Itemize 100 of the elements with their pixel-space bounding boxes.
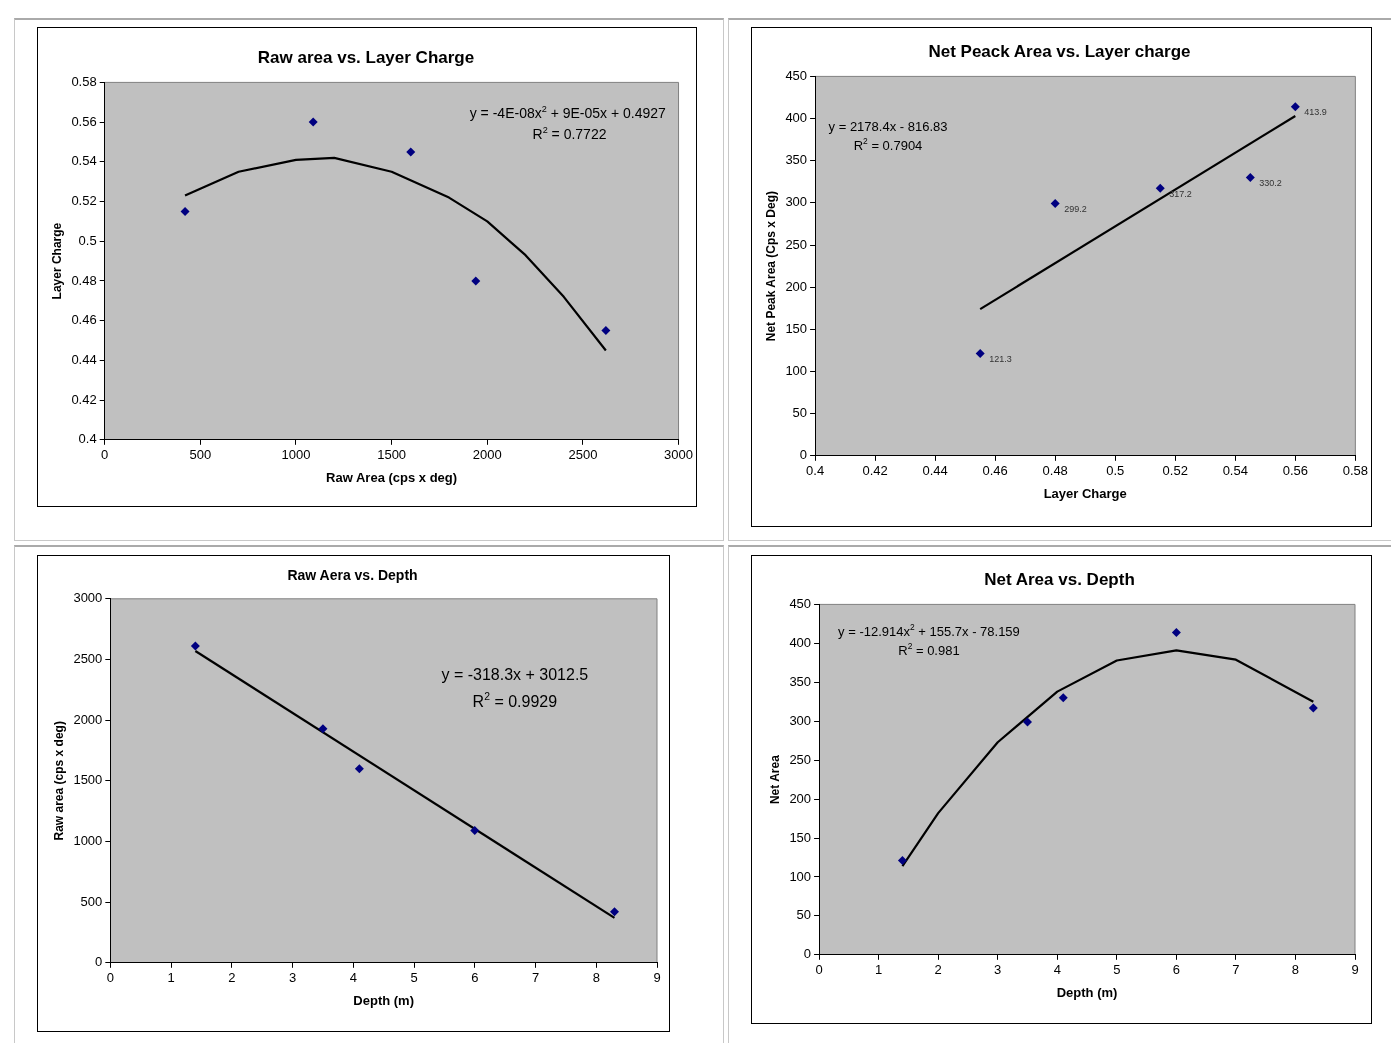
y-tick-label: 3000 — [73, 590, 103, 606]
x-tick-label: 0.42 — [862, 463, 888, 479]
y-tick-label: 200 — [785, 278, 808, 294]
chart-title: Raw Aera vs. Depth — [287, 567, 418, 584]
point — [1050, 199, 1060, 209]
y-tick-label: 0.46 — [71, 312, 97, 328]
x-tick-label: 4 — [1053, 962, 1061, 978]
y-axis-title: Layer Charge — [49, 222, 64, 300]
point — [1171, 627, 1181, 637]
data-label: 317.2 — [1169, 188, 1192, 199]
x-tick-label: 1 — [167, 970, 175, 986]
x-tick-label: 6 — [1172, 962, 1180, 978]
chart-title: Net Area vs. Depth — [984, 569, 1135, 589]
x-axis-title: Depth (m) — [353, 992, 414, 1008]
y-tick-label: 350 — [789, 673, 812, 689]
point — [1245, 172, 1255, 182]
y-tick-label: 300 — [785, 194, 808, 210]
point — [601, 326, 611, 336]
y-tick-label: 0.5 — [78, 232, 97, 248]
data-label: 413.9 — [1304, 107, 1327, 118]
x-tick-label: 7 — [1232, 962, 1240, 978]
y-tick-label: 0.4 — [78, 431, 97, 447]
point — [471, 276, 481, 286]
x-axis-title: Raw Area (cps x deg) — [326, 469, 458, 485]
x-tick-label: 8 — [1291, 962, 1300, 978]
y-tick-label: 0.52 — [71, 193, 97, 209]
y-tick-label: 400 — [785, 110, 808, 126]
y-tick-label: 450 — [785, 67, 808, 83]
y-tick-label: 300 — [789, 712, 812, 728]
y-tick-label: 0.56 — [71, 113, 97, 129]
x-tick-label: 0.58 — [1342, 463, 1369, 479]
annotation: y = 2178.4x - 816.83 — [828, 119, 948, 135]
y-tick-label: 400 — [789, 634, 812, 650]
y-tick-label: 1500 — [73, 772, 103, 788]
point — [609, 907, 619, 917]
y-tick-label: 0.54 — [71, 153, 97, 169]
y-tick-label: 50 — [792, 405, 808, 421]
x-tick-label: 1 — [875, 962, 883, 978]
x-tick-label: 0.52 — [1162, 463, 1188, 479]
data-label: 299.2 — [1064, 204, 1087, 215]
x-tick-label: 5 — [410, 970, 418, 986]
x-tick-label: 0.5 — [1106, 463, 1125, 479]
chart-title: Raw area vs. Layer Charge — [257, 47, 475, 67]
point — [190, 641, 200, 651]
x-tick-label: 2 — [934, 962, 942, 978]
x-tick-label: 3 — [994, 962, 1002, 978]
point — [180, 206, 190, 216]
x-tick-label: 3 — [288, 970, 297, 986]
x-tick-label: 0 — [815, 962, 823, 978]
y-tick-label: 0 — [803, 946, 812, 962]
y-axis-title: Raw area (cps x deg) — [51, 721, 66, 841]
point — [1308, 703, 1318, 713]
chart-title: Net Peack Area vs. Layer charge — [928, 41, 1191, 61]
y-tick-label: 2000 — [73, 711, 103, 727]
y-tick-label: 500 — [80, 893, 103, 909]
x-tick-label: 0.54 — [1222, 463, 1248, 479]
y-axis-title: Net Area — [767, 754, 782, 805]
x-tick-label: 2000 — [472, 447, 502, 463]
x-tick-label: 9 — [653, 970, 661, 986]
x-tick-label: 1500 — [377, 447, 407, 463]
y-tick-label: 0.44 — [71, 351, 97, 367]
point — [354, 764, 364, 774]
point — [308, 117, 318, 127]
y-tick-label: 350 — [785, 152, 808, 168]
point — [406, 147, 416, 157]
y-tick-label: 250 — [785, 236, 808, 252]
y-tick-label: 50 — [796, 907, 812, 923]
y-tick-label: 200 — [789, 790, 812, 806]
point — [1290, 102, 1300, 112]
x-tick-label: 0.46 — [982, 463, 1008, 479]
x-tick-label: 0.56 — [1282, 463, 1308, 479]
y-tick-label: 0.48 — [71, 272, 97, 288]
point — [897, 856, 907, 866]
x-tick-label: 0 — [106, 970, 114, 986]
point — [1155, 183, 1165, 193]
x-tick-label: 0.44 — [922, 463, 948, 479]
point — [318, 724, 328, 734]
x-axis-title: Depth (m) — [1056, 984, 1118, 1000]
y-tick-label: 150 — [785, 320, 808, 336]
y-tick-label: 2500 — [73, 651, 103, 667]
y-tick-label: 0.42 — [71, 391, 97, 407]
y-tick-label: 450 — [789, 595, 812, 611]
x-tick-label: 2500 — [568, 447, 598, 463]
annotation: y = -318.3x + 3012.5 — [441, 665, 589, 683]
x-tick-label: 8 — [592, 970, 600, 986]
point — [975, 349, 985, 359]
y-tick-label: 150 — [789, 829, 812, 845]
y-axis-title: Net Peak Area (Cps x Deg) — [763, 190, 778, 342]
data-label: 121.3 — [989, 354, 1012, 365]
point — [470, 826, 480, 836]
x-tick-label: 0.48 — [1042, 463, 1068, 479]
x-tick-label: 3000 — [664, 447, 693, 463]
x-tick-label: 2 — [228, 970, 236, 986]
point — [1023, 717, 1032, 727]
x-tick-label: 500 — [189, 447, 212, 463]
x-tick-label: 7 — [531, 970, 540, 986]
y-tick-label: 250 — [789, 751, 812, 767]
y-tick-label: 1000 — [73, 833, 103, 849]
data-label: 330.2 — [1259, 177, 1282, 188]
y-tick-label: 0.58 — [71, 73, 97, 89]
